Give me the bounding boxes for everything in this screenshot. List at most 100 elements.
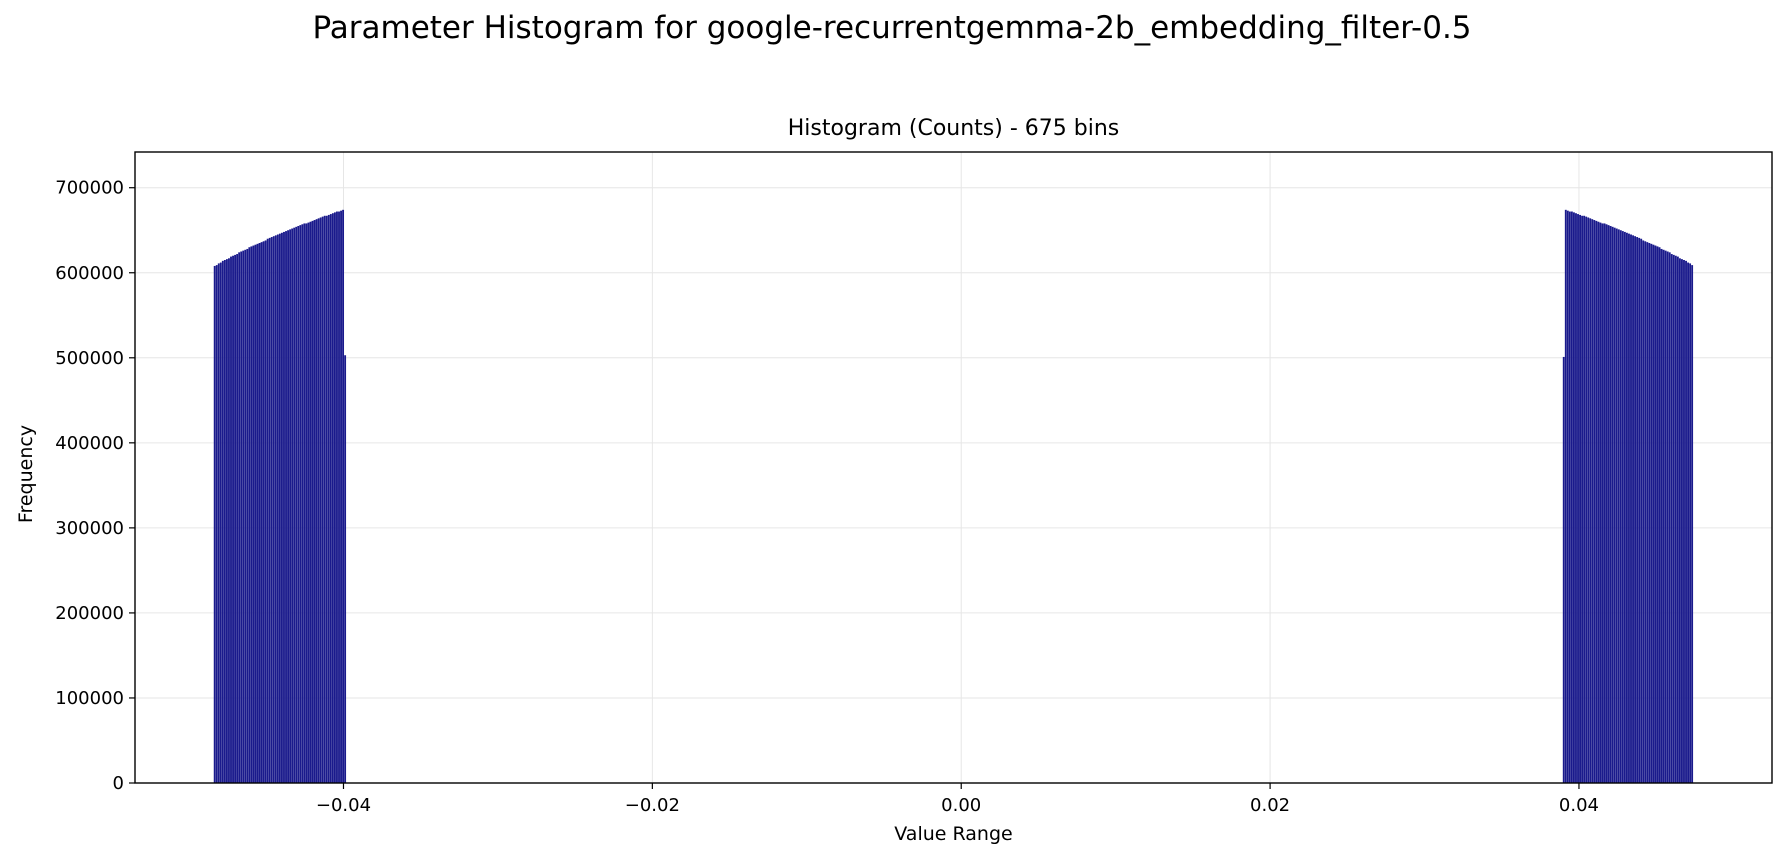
histogram-bar [1591, 219, 1594, 783]
histogram-bar [1672, 254, 1675, 783]
histogram-bar [232, 255, 234, 783]
histogram-bar [1654, 245, 1657, 783]
histogram-bar [1662, 249, 1665, 783]
x-tick-label: 0.04 [1559, 795, 1599, 816]
histogram-bar [254, 244, 257, 783]
histogram-bar [274, 235, 277, 784]
y-tick-label: 400000 [55, 433, 124, 454]
histogram-bar [1581, 215, 1584, 783]
histogram-bar [303, 223, 306, 783]
x-tick-label: −0.04 [316, 795, 371, 816]
histogram-bar [1668, 252, 1671, 783]
histogram-bar [1656, 246, 1659, 783]
histogram-bar [297, 225, 300, 783]
histogram-bar [278, 233, 281, 784]
histogram-bar [262, 241, 265, 783]
histogram-bar [1562, 356, 1565, 783]
histogram-bar [1573, 212, 1575, 783]
histogram-bar [293, 227, 296, 784]
y-tick-label: 200000 [55, 603, 124, 624]
histogram-bar [1566, 210, 1569, 783]
histogram-bar [1683, 260, 1685, 783]
histogram-bar [1568, 211, 1571, 783]
histogram-bar [1632, 235, 1634, 784]
histogram-bar [1640, 238, 1643, 784]
histogram-bar [1579, 214, 1581, 783]
histogram-bar [340, 210, 342, 783]
grid-lines [135, 152, 1772, 784]
y-axis-ticks: 0 100000 200000 300000 400000 500000 600000 700… [55, 178, 135, 794]
histogram-bar [1607, 225, 1610, 783]
histogram-bar [260, 242, 263, 784]
histogram-bar [338, 211, 340, 783]
histogram-bar [342, 209, 345, 783]
histogram-bar [1664, 250, 1667, 783]
histogram-bar [1583, 215, 1586, 783]
histogram-bar [1621, 231, 1624, 784]
histogram-bar [1601, 223, 1604, 783]
histogram-bar [325, 215, 328, 783]
histogram-bar [256, 243, 259, 784]
histogram-bar [276, 234, 279, 784]
histogram-bar [1678, 258, 1681, 783]
histogram-bar [281, 232, 283, 784]
histogram-bar [244, 249, 247, 783]
figure-title: Parameter Histogram for google-recurrent… [312, 10, 1472, 46]
histogram-bar [317, 218, 320, 783]
histogram-bar [1691, 265, 1694, 783]
histogram-bar [307, 222, 310, 783]
histogram-bar [289, 229, 292, 784]
y-tick-label: 700000 [55, 178, 124, 199]
histogram-bar [1674, 255, 1677, 783]
histogram-bar [272, 236, 275, 783]
histogram-bar [1634, 236, 1637, 783]
histogram-bar [1676, 256, 1679, 783]
y-tick-label: 100000 [55, 688, 124, 709]
histogram-bar [1642, 240, 1645, 784]
y-tick-label: 0 [113, 773, 124, 794]
histogram-bar [301, 224, 304, 783]
y-tick-label: 300000 [55, 518, 124, 539]
x-axis-label: Value Range [894, 823, 1013, 845]
histogram-bar [1611, 226, 1614, 784]
histogram-bar [1625, 232, 1628, 784]
histogram-bar [344, 355, 347, 783]
histogram-bar [266, 238, 269, 784]
histogram-bar [1593, 220, 1596, 783]
histogram-bar [1589, 218, 1592, 783]
histogram-bar [311, 220, 314, 783]
histogram-bar [1628, 233, 1630, 784]
histogram-bar [1630, 234, 1632, 784]
histogram-bar [1689, 263, 1692, 783]
histogram-bar [230, 256, 232, 783]
histogram-bar [236, 254, 239, 783]
histogram-bar [1609, 225, 1612, 783]
histogram-bar [1619, 230, 1622, 784]
histogram-bar [313, 220, 316, 783]
histogram-bar [1613, 227, 1616, 784]
histogram-bar [217, 263, 220, 783]
histogram-bar [323, 215, 326, 783]
histogram-bar [1570, 211, 1573, 783]
x-tick-label: 0.02 [1250, 795, 1290, 816]
histogram-bar [1650, 243, 1653, 784]
histogram-bar [327, 214, 330, 783]
histogram-bar [336, 211, 338, 783]
x-tick-label: 0.00 [941, 795, 981, 816]
histogram-bar [1585, 216, 1588, 783]
histogram-bar [238, 252, 241, 783]
histogram-bar [252, 245, 255, 783]
histogram-bar [264, 240, 267, 784]
x-axis-ticks: −0.04 −0.02 0.00 0.02 0.04 [316, 783, 1599, 816]
histogram-bar [1587, 217, 1590, 783]
histogram-bar [1681, 259, 1683, 783]
histogram-bar [1652, 244, 1655, 783]
histogram-bar [1687, 262, 1689, 783]
histogram-bar [1603, 223, 1606, 783]
histogram-bar [1605, 224, 1608, 783]
histogram-bar [305, 223, 308, 783]
histogram-bar [287, 230, 289, 784]
histogram-bar [309, 221, 312, 783]
histogram-bar [1646, 242, 1649, 784]
chart-title: Histogram (Counts) - 675 bins [787, 116, 1120, 141]
